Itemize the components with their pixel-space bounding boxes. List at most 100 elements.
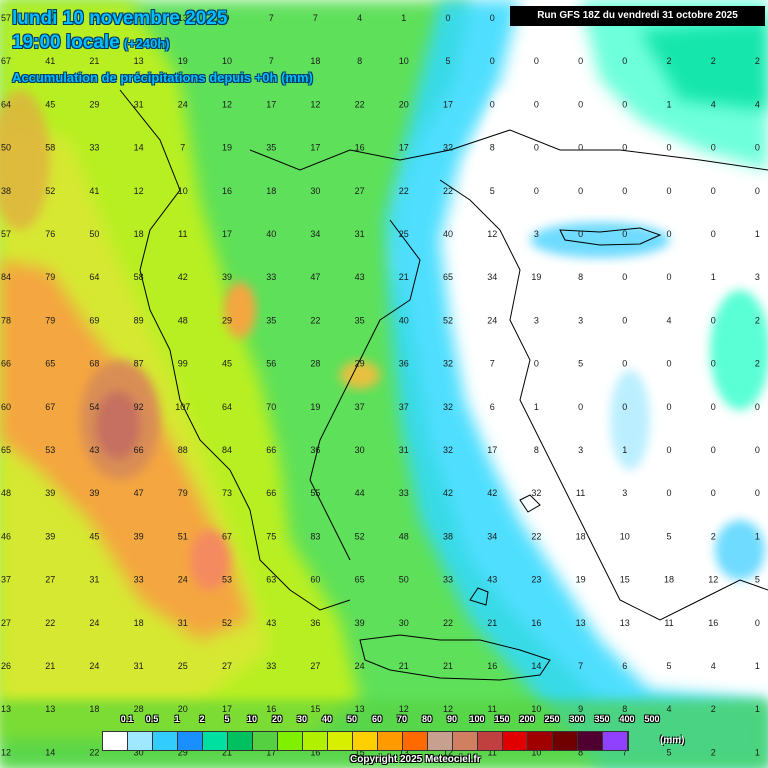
grid-value: 0	[622, 402, 627, 412]
grid-value: 1	[755, 747, 760, 757]
grid-value: 58	[45, 143, 55, 153]
grid-value: 4	[666, 315, 671, 325]
grid-value: 2	[755, 56, 760, 66]
grid-value: 16	[531, 618, 541, 628]
grid-value: 13	[620, 618, 630, 628]
grid-value: 15	[355, 747, 365, 757]
grid-value: 31	[399, 445, 409, 455]
grid-value: 45	[45, 99, 55, 109]
grid-value: 0	[622, 359, 627, 369]
grid-value: 35	[355, 315, 365, 325]
grid-value: 21	[89, 56, 99, 66]
grid-value: 45	[89, 531, 99, 541]
coastlines	[119, 89, 768, 681]
grid-value: 18	[576, 531, 586, 541]
grid-value: 0	[445, 13, 450, 23]
grid-value: 0	[534, 56, 539, 66]
legend-swatch	[128, 732, 153, 750]
grid-value: 75	[266, 531, 276, 541]
grid-value: 31	[89, 575, 99, 585]
grid-value: 64	[89, 272, 99, 282]
grid-value: 32	[531, 488, 541, 498]
legend-label: 500	[644, 714, 660, 724]
grid-value: 24	[355, 661, 365, 671]
grid-value: 13	[355, 704, 365, 714]
grid-value: 27	[222, 661, 232, 671]
grid-value: 22	[443, 618, 453, 628]
grid-value: 32	[443, 402, 453, 412]
grid-value: 53	[222, 575, 232, 585]
grid-value: 60	[1, 402, 11, 412]
grid-value: 12	[1, 747, 11, 757]
legend-label: 0.1	[120, 714, 134, 724]
legend-unit: (mm)	[660, 735, 685, 746]
legend-label: 5	[224, 714, 230, 724]
grid-value: 57	[1, 13, 11, 23]
grid-value: 2	[711, 56, 716, 66]
grid-value: 34	[487, 531, 497, 541]
grid-value: 0	[755, 618, 760, 628]
legend-label: 300	[569, 714, 585, 724]
grid-value: 0	[622, 186, 627, 196]
grid-value: 58	[134, 272, 144, 282]
grid-value: 5	[445, 56, 450, 66]
grid-value: 0	[622, 56, 627, 66]
grid-value: 3	[578, 445, 583, 455]
grid-value: 7	[180, 143, 185, 153]
grid-value: 7	[622, 747, 627, 757]
grid-value: 31	[355, 229, 365, 239]
grid-value: 10	[222, 56, 232, 66]
grid-value: 8	[490, 143, 495, 153]
legend-color-bar	[102, 731, 629, 751]
legend-swatch	[153, 732, 178, 750]
grid-value: 10	[399, 56, 409, 66]
grid-value: 5	[578, 359, 583, 369]
grid-value: 21	[399, 661, 409, 671]
grid-value: 66	[266, 445, 276, 455]
grid-value: 12	[487, 229, 497, 239]
grid-value: 12	[310, 99, 320, 109]
grid-value: 87	[134, 359, 144, 369]
grid-value: 1	[622, 445, 627, 455]
grid-value: 8	[578, 272, 583, 282]
grid-value: 10	[531, 747, 541, 757]
legend-label: 200	[519, 714, 535, 724]
grid-value: 21	[443, 661, 453, 671]
legend-label: 0.5	[145, 714, 159, 724]
grid-value: 55	[310, 488, 320, 498]
grid-value: 0	[622, 143, 627, 153]
grid-value: 30	[399, 618, 409, 628]
grid-value: 27	[45, 575, 55, 585]
legend-label: 150	[494, 714, 510, 724]
grid-value: 18	[89, 704, 99, 714]
grid-value: 32	[443, 359, 453, 369]
grid-value: 2	[711, 531, 716, 541]
legend-label: 100	[469, 714, 485, 724]
legend-label: 70	[396, 714, 408, 724]
grid-value: 39	[45, 488, 55, 498]
grid-value: 22	[310, 315, 320, 325]
grid-value: 65	[355, 575, 365, 585]
grid-value: 10	[620, 531, 630, 541]
legend-label: 90	[446, 714, 458, 724]
grid-value: 18	[310, 56, 320, 66]
precip-value-grid: 5757812139774100000000674121131910718810…	[1, 13, 760, 757]
grid-value: 9	[578, 704, 583, 714]
grid-value: 65	[1, 445, 11, 455]
grid-value: 2	[711, 704, 716, 714]
grid-value: 11	[178, 229, 187, 239]
grid-value: 64	[1, 99, 11, 109]
legend-label: 20	[271, 714, 283, 724]
grid-value: 16	[487, 661, 497, 671]
grid-value: 0	[711, 359, 716, 369]
grid-value: 107	[175, 402, 190, 412]
grid-value: 14	[45, 747, 55, 757]
grid-value: 54	[89, 402, 99, 412]
grid-value: 29	[222, 315, 232, 325]
grid-value: 2	[711, 747, 716, 757]
grid-value: 20	[178, 704, 188, 714]
grid-value: 33	[266, 661, 276, 671]
grid-value: 26	[1, 661, 11, 671]
grid-value: 37	[355, 402, 365, 412]
grid-value: 42	[178, 272, 188, 282]
